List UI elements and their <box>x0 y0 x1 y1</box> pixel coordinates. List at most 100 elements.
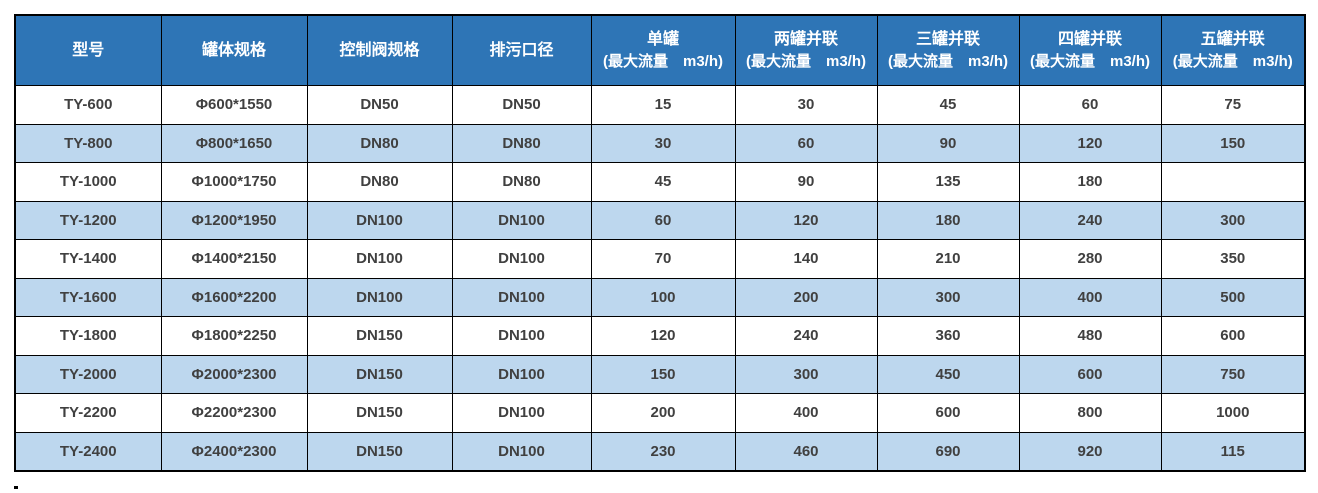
table-row-TY-1400: TY-1400 Φ1400*2150 DN100 DN100 70 140 210 280 35… <box>14 239 1306 279</box>
table-row-TY-2000: TY-2000 Φ2000*2300 DN150 DN100 150 300 450 600 7… <box>14 354 1306 394</box>
table-cell: TY-600 <box>14 85 162 125</box>
column-header-subLabel: (最大流量 m3/h) <box>1172 53 1293 71</box>
column-header-subLabel: (最大流量 m3/h) <box>1029 53 1150 71</box>
table-cell: TY-2000 <box>14 354 162 394</box>
column-header-label: 罐体规格 <box>201 41 266 59</box>
table-cell: TY-1000 <box>14 162 162 202</box>
table-cell: 45 <box>590 162 736 202</box>
table-cell: 15 <box>590 85 736 125</box>
table-cell: DN100 <box>451 277 592 317</box>
table-cell: 920 <box>1018 431 1162 472</box>
table-cell: DN100 <box>306 200 453 240</box>
table-cell: TY-1600 <box>14 277 162 317</box>
table-cell: TY-2200 <box>14 393 162 433</box>
table-cell: 230 <box>590 431 736 472</box>
table-cell: 200 <box>590 393 736 433</box>
table-cell: 90 <box>876 123 1020 163</box>
table-cell: DN150 <box>306 316 453 356</box>
table-cell: 690 <box>876 431 1020 472</box>
column-header-label: 型号 <box>72 41 105 59</box>
table-cell: DN100 <box>451 316 592 356</box>
table-cell: Φ2000*2300 <box>160 354 308 394</box>
table-cell: 60 <box>734 123 878 163</box>
column-header-label: 控制阀规格 <box>339 41 420 59</box>
table-cell: DN150 <box>306 431 453 472</box>
column-header-label: 两罐并联 <box>773 31 838 49</box>
column-header-subLabel: (最大流量 m3/h) <box>602 53 723 71</box>
table-cell: 30 <box>590 123 736 163</box>
table-cell: Φ2200*2300 <box>160 393 308 433</box>
table-cell: DN50 <box>451 85 592 125</box>
table-cell: Φ1600*2200 <box>160 277 308 317</box>
table-cell: DN80 <box>306 123 453 163</box>
column-header-5: 单罐 (最大流量 m3/h) <box>590 14 736 86</box>
table-cell: TY-1800 <box>14 316 162 356</box>
table-cell: 240 <box>1018 200 1162 240</box>
table-cell: Φ1000*1750 <box>160 162 308 202</box>
table-cell: TY-800 <box>14 123 162 163</box>
table-cell: 75 <box>1160 85 1306 125</box>
table-cell: 480 <box>1018 316 1162 356</box>
table-cell: 120 <box>590 316 736 356</box>
header-row: 型号 罐体规格 控制阀规格 排污口径 单罐 (最大流量 m3/h) 两罐并联 (最大流量 m3… <box>14 14 1306 86</box>
table-cell: 60 <box>590 200 736 240</box>
table-cell: 180 <box>1018 162 1162 202</box>
table-cell: Φ1400*2150 <box>160 239 308 279</box>
table-cell: Φ2400*2300 <box>160 431 308 472</box>
table-cell: 115 <box>1160 431 1306 472</box>
table-cell: TY-1200 <box>14 200 162 240</box>
table-cell: DN100 <box>451 239 592 279</box>
table-row-TY-2400: TY-2400 Φ2400*2300 DN150 DN100 230 460 690 920 1… <box>14 431 1306 472</box>
table-cell: Φ600*1550 <box>160 85 308 125</box>
table-row-TY-1200: TY-1200 Φ1200*1950 DN100 DN100 60 120 180 240 30… <box>14 200 1306 240</box>
table-cell: 60 <box>1018 85 1162 125</box>
column-header-label: 四罐并联 <box>1057 31 1122 49</box>
table-cell: DN100 <box>451 200 592 240</box>
table-row-TY-600: TY-600 Φ600*1550 DN50 DN50 15 30 45 60 75 <box>14 85 1306 125</box>
table-cell: DN100 <box>306 239 453 279</box>
table-cell: 300 <box>1160 200 1306 240</box>
table-cell: DN80 <box>451 162 592 202</box>
table-cell: 600 <box>876 393 1020 433</box>
table-cell: 360 <box>876 316 1020 356</box>
table-cell: TY-2400 <box>14 431 162 472</box>
table-cell: 300 <box>734 354 878 394</box>
table-cell: 90 <box>734 162 878 202</box>
table-cell: 180 <box>876 200 1020 240</box>
column-header-subLabel: (最大流量 m3/h) <box>745 53 866 71</box>
table-cell: Φ1200*1950 <box>160 200 308 240</box>
table-cell: DN100 <box>451 393 592 433</box>
column-header-label: 五罐并联 <box>1200 31 1265 49</box>
column-header-6: 两罐并联 (最大流量 m3/h) <box>734 14 878 86</box>
column-header-8: 四罐并联 (最大流量 m3/h) <box>1018 14 1162 86</box>
table-cell: DN80 <box>306 162 453 202</box>
table-cell: 30 <box>734 85 878 125</box>
column-header-label: 单罐 <box>646 31 679 49</box>
table-cell: 210 <box>876 239 1020 279</box>
column-header-2: 罐体规格 <box>160 14 308 86</box>
table-cell: 800 <box>1018 393 1162 433</box>
table-body: TY-600 Φ600*1550 DN50 DN50 15 30 45 60 75 TY-800 Φ… <box>14 85 1306 472</box>
table-cell: 600 <box>1018 354 1162 394</box>
table-row-TY-1600: TY-1600 Φ1600*2200 DN100 DN100 100 200 300 400 5… <box>14 277 1306 317</box>
table-row-TY-800: TY-800 Φ800*1650 DN80 DN80 30 60 90 120 150 <box>14 123 1306 163</box>
table-cell: 350 <box>1160 239 1306 279</box>
table-cell: 750 <box>1160 354 1306 394</box>
table-cell: 70 <box>590 239 736 279</box>
table-cell: 120 <box>734 200 878 240</box>
column-header-subLabel: (最大流量 m3/h) <box>887 53 1008 71</box>
table-cell <box>1160 162 1306 202</box>
table-cell: 400 <box>734 393 878 433</box>
table-cell: 150 <box>590 354 736 394</box>
table-cell: 140 <box>734 239 878 279</box>
column-header-9: 五罐并联 (最大流量 m3/h) <box>1160 14 1306 86</box>
table-cell: 300 <box>876 277 1020 317</box>
column-header-3: 控制阀规格 <box>306 14 453 86</box>
column-header-label: 排污口径 <box>489 41 554 59</box>
table-header: 型号 罐体规格 控制阀规格 排污口径 单罐 (最大流量 m3/h) 两罐并联 (最大流量 m3… <box>14 14 1306 86</box>
table-cell: 100 <box>590 277 736 317</box>
table-cell: DN100 <box>451 431 592 472</box>
table-cell: 280 <box>1018 239 1162 279</box>
column-header-7: 三罐并联 (最大流量 m3/h) <box>876 14 1020 86</box>
